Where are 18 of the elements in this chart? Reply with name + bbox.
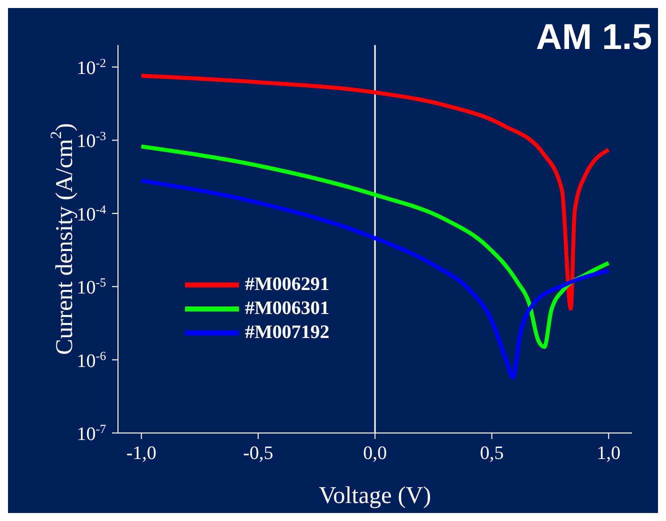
legend-label: #M006291: [245, 274, 330, 296]
line-series: [139, 178, 611, 380]
x-axis-title: Voltage (V): [318, 483, 432, 509]
y-tick-label: 10$^{-4}$: [76, 202, 106, 226]
legend-label: #M006301: [245, 298, 330, 320]
y-tick-label: 10$^{-5}$: [76, 276, 106, 299]
x-tick-label: 0,5: [480, 443, 504, 464]
y-tick-label: 10$^{-7}$: [76, 422, 106, 445]
y-tick-label: 10$^{-3}$: [76, 129, 106, 152]
x-tick-label: -1,0: [126, 443, 156, 464]
line-series: [139, 144, 611, 349]
x-tick-label: -0,5: [243, 443, 274, 464]
annotation: AM 1.5: [536, 16, 652, 58]
y-tick-label: 10$^{-6}$: [76, 348, 106, 372]
y-tick-label: 10$^{-2}$: [76, 56, 106, 80]
x-tick-label: 1,0: [596, 443, 621, 464]
legend-label: #M007192: [245, 322, 330, 344]
x-tick-label: 0,0: [363, 443, 387, 464]
